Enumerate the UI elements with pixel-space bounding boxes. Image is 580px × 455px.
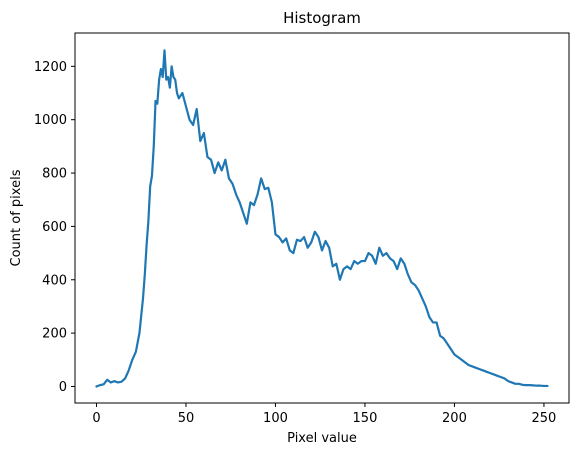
plot-frame: [74, 32, 570, 404]
y-tick-label: 400: [42, 273, 67, 288]
x-axis-label: Pixel value: [287, 431, 357, 446]
y-axis-label: Count of pixels: [9, 169, 24, 266]
x-tick-label: 100: [263, 411, 288, 426]
series-line: [95, 49, 549, 388]
x-tick-label: 150: [353, 411, 378, 426]
y-tick-label: 0: [59, 380, 67, 395]
y-ticks: 0 200 400 600 800 1000 1200: [34, 60, 75, 395]
chart-title: Histogram: [283, 9, 361, 27]
x-tick-label: 50: [178, 411, 195, 426]
x-tick-label: 0: [92, 411, 100, 426]
y-tick-label: 1000: [34, 113, 67, 128]
x-tick-label: 200: [442, 411, 467, 426]
y-tick-label: 800: [42, 167, 67, 182]
x-tick-label: 250: [532, 411, 557, 426]
x-ticks: 0 50 100 150 200 250: [92, 403, 556, 426]
plot-area: [95, 49, 549, 388]
y-tick-label: 200: [42, 327, 67, 342]
y-tick-label: 600: [42, 220, 67, 235]
y-tick-label: 1200: [34, 60, 67, 75]
